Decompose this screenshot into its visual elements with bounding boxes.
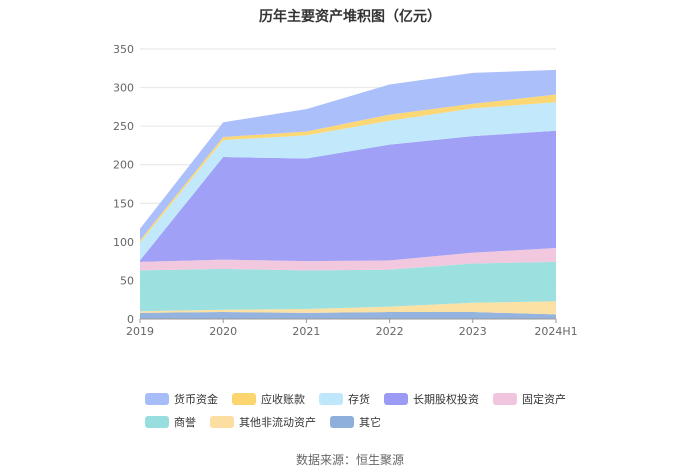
legend-swatch xyxy=(384,393,408,405)
legend-label: 固定资产 xyxy=(522,393,566,406)
y-tick-label: 150 xyxy=(113,197,134,210)
area-series-7 xyxy=(140,69,556,241)
y-tick-label: 250 xyxy=(113,120,134,133)
data-source: 数据来源：恒生聚源 xyxy=(295,453,404,467)
legend-swatch xyxy=(145,393,169,405)
legend-swatch xyxy=(210,416,234,428)
legend-item[interactable]: 货币资金 xyxy=(145,392,218,406)
chart-title: 历年主要资产堆积图（亿元） xyxy=(259,9,441,25)
area-series-3 xyxy=(140,248,556,271)
legend-label: 应收账款 xyxy=(261,393,305,406)
legend-item[interactable]: 商誉 xyxy=(145,415,196,429)
y-tick-label: 0 xyxy=(127,313,134,326)
x-tick-label: 2023 xyxy=(459,325,487,338)
legend-label: 货币资金 xyxy=(174,393,218,406)
legend-item[interactable]: 长期股权投资 xyxy=(384,392,479,406)
legend-item[interactable]: 固定资产 xyxy=(493,392,566,406)
x-tick-label: 2020 xyxy=(209,325,237,338)
legend-label: 其它 xyxy=(359,416,381,429)
area-series xyxy=(140,69,556,319)
area-series-6 xyxy=(140,94,556,243)
legend-swatch xyxy=(145,416,169,428)
legend-item[interactable]: 其他非流动资产 xyxy=(210,415,316,429)
legend-swatch xyxy=(319,393,343,405)
y-tick-label: 350 xyxy=(113,43,134,56)
x-tick-label: 2022 xyxy=(376,325,404,338)
area-series-2 xyxy=(140,261,556,312)
legend-swatch xyxy=(493,393,517,405)
area-series-5 xyxy=(140,102,556,261)
legend-item[interactable]: 应收账款 xyxy=(232,392,305,406)
x-tick-label: 2021 xyxy=(292,325,320,338)
legend-swatch xyxy=(330,416,354,428)
y-tick-label: 50 xyxy=(120,274,134,287)
legend: 货币资金 应收账款 存货 长期股权投资 固定资产商誉 其他非流动资产 其它 xyxy=(145,390,585,436)
legend-label: 长期股权投资 xyxy=(413,393,479,406)
y-tick-label: 300 xyxy=(113,82,134,95)
x-tick-label: 2024H1 xyxy=(534,325,577,338)
legend-label: 存货 xyxy=(348,393,370,406)
legend-swatch xyxy=(232,393,256,405)
y-tick-label: 100 xyxy=(113,236,134,249)
legend-item[interactable]: 其它 xyxy=(330,415,381,429)
legend-label: 其他非流动资产 xyxy=(239,416,316,429)
y-tick-label: 200 xyxy=(113,159,134,172)
area-series-0 xyxy=(140,312,556,319)
area-series-4 xyxy=(140,130,556,262)
x-tick-label: 2019 xyxy=(126,325,154,338)
legend-item[interactable]: 存货 xyxy=(319,392,370,406)
legend-label: 商誉 xyxy=(174,416,196,429)
axes: 0 50 100 150 200 250 300 350 2019 2020 2021 2022 202… xyxy=(113,43,578,338)
